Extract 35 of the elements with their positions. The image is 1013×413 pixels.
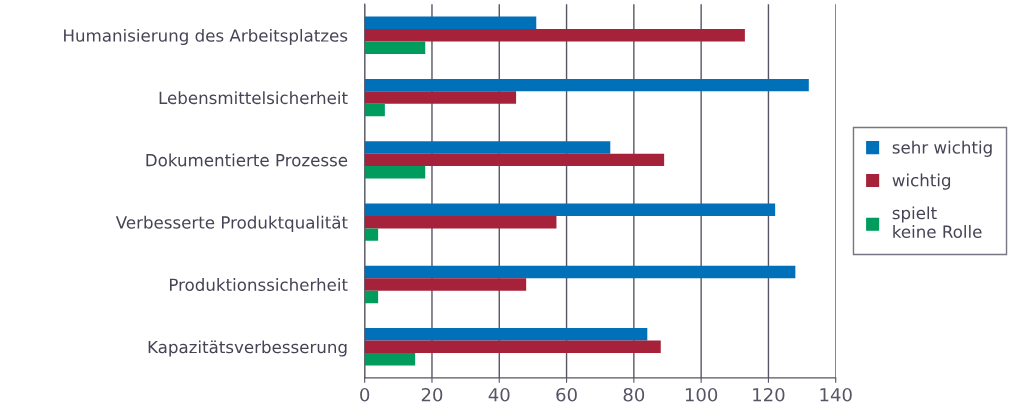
bar xyxy=(364,41,426,54)
x-tick-label: 0 xyxy=(360,387,370,402)
x-tick-label: 140 xyxy=(820,387,852,402)
bar xyxy=(364,153,665,167)
bar xyxy=(364,91,517,104)
y-tick-label: Verbesserte Produktqualität xyxy=(115,215,348,232)
bar xyxy=(364,215,557,229)
legend-label: sehr wichtig xyxy=(892,140,992,157)
y-tick-label: Dokumentierte Prozesse xyxy=(146,153,348,167)
bar xyxy=(364,290,379,304)
bar xyxy=(364,203,776,216)
x-tick-label: 100 xyxy=(685,387,718,402)
bar xyxy=(364,352,416,366)
x-tick-label: 40 xyxy=(488,387,510,402)
y-tick-label: Kapazitätsverbesserung xyxy=(148,340,347,357)
x-tick-label: 20 xyxy=(421,387,443,402)
bar xyxy=(364,340,661,353)
bar xyxy=(364,166,426,179)
x-tick-label: 60 xyxy=(556,387,577,402)
legend-label: spielt keine Rolle xyxy=(892,206,982,238)
y-tick-label: Humanisierung des Arbeitsplatzes xyxy=(64,28,348,46)
bar xyxy=(364,29,745,42)
bar xyxy=(364,328,648,341)
bar xyxy=(364,228,379,241)
bar xyxy=(364,265,796,279)
x-tick-label: 120 xyxy=(753,387,785,402)
bar xyxy=(364,78,809,92)
bar xyxy=(364,16,537,30)
bar xyxy=(364,141,611,154)
bar xyxy=(364,103,385,117)
legend-label: wichtig xyxy=(892,173,951,190)
y-tick-label: Produktionssicherheit xyxy=(169,278,348,292)
y-tick-label: Lebensmittelsicherheit xyxy=(159,91,348,105)
bar xyxy=(364,278,527,291)
x-tick-label: 80 xyxy=(623,387,645,402)
